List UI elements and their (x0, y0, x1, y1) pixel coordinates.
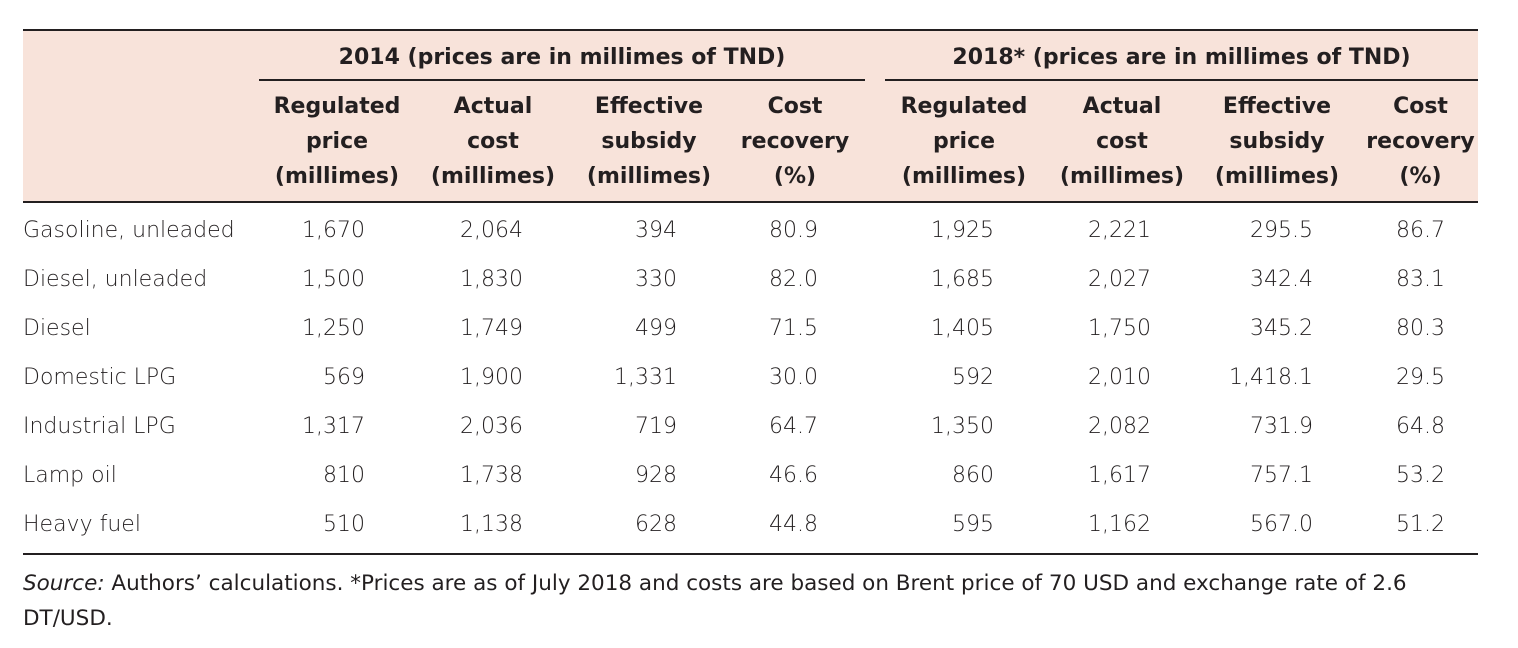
table-row: Gasoline, unleaded 1,670 2,064 394 80.9 1,925… (23, 206, 1478, 255)
table-cell: 342.4 (1250, 267, 1313, 292)
table-cell: 330 (635, 267, 677, 292)
table-cell: 1,162 (1088, 512, 1151, 537)
table-cell: 510 (323, 512, 365, 537)
table-row: Diesel, unleaded 1,500 1,830 330 82.0 1,685 2,… (23, 255, 1478, 304)
table-cell: 1,900 (460, 365, 523, 390)
table-cell: 1,749 (460, 316, 523, 341)
column-header-2018-effective-subsidy: Effective subsidy (millimes) (1214, 94, 1340, 189)
row-label: Diesel (23, 316, 91, 341)
table-cell: 1,830 (460, 267, 523, 292)
table-cell: 2,082 (1088, 414, 1151, 439)
table-cell: 757.1 (1250, 463, 1313, 488)
table-row: Diesel 1,250 1,749 499 71.5 1,405 1,750 345.2 80… (23, 304, 1478, 353)
table-cell: 2,027 (1088, 267, 1151, 292)
table-cell: 64.7 (769, 414, 818, 439)
table-cell: 2,221 (1088, 218, 1151, 243)
table-cell: 628 (635, 512, 677, 537)
table-cell: 1,331 (614, 365, 677, 390)
table-cell: 29.5 (1396, 365, 1445, 390)
column-header-2014-cost-recovery: Cost recovery (%) (740, 94, 850, 189)
row-label: Diesel, unleaded (23, 267, 208, 292)
table-cell: 2,010 (1088, 365, 1151, 390)
table-cell: 64.8 (1396, 414, 1445, 439)
source-text: Authors’ calculations. *Prices are as of… (23, 571, 1407, 631)
table-row: Lamp oil 810 1,738 928 46.6 860 1,617 757.1 53.2 (23, 451, 1478, 500)
table-cell: 295.5 (1250, 218, 1313, 243)
group-title-2018: 2018* (prices are in millimes of TND) (952, 45, 1411, 70)
table-cell: 394 (635, 218, 677, 243)
row-label: Heavy fuel (23, 512, 141, 537)
table-cell: 810 (323, 463, 365, 488)
table-cell: 719 (635, 414, 677, 439)
group-underline-2014 (259, 79, 865, 81)
table-body: Gasoline, unleaded 1,670 2,064 394 80.9 1,925… (23, 203, 1478, 555)
table-cell: 345.2 (1250, 316, 1313, 341)
table-cell: 1,138 (460, 512, 523, 537)
table-cell: 860 (952, 463, 994, 488)
table-cell: 1,418.1 (1229, 365, 1313, 390)
table-cell: 1,405 (931, 316, 994, 341)
table-cell: 569 (323, 365, 365, 390)
table-cell: 51.2 (1396, 512, 1445, 537)
table-cell: 592 (952, 365, 994, 390)
table-cell: 53.2 (1396, 463, 1445, 488)
table-cell: 80.9 (769, 218, 818, 243)
table-cell: 1,685 (931, 267, 994, 292)
table-row: Domestic LPG 569 1,900 1,331 30.0 592 2,010 1,4… (23, 353, 1478, 402)
source-note: Source: Authors’ calculations. *Prices a… (23, 566, 1423, 636)
table-cell: 1,670 (302, 218, 365, 243)
column-header-2014-effective-subsidy: Effective subsidy (millimes) (586, 94, 712, 189)
table-row: Heavy fuel 510 1,138 628 44.8 595 1,162 567.0 51… (23, 500, 1478, 549)
table-cell: 1,250 (302, 316, 365, 341)
table-cell: 1,317 (302, 414, 365, 439)
table-cell: 80.3 (1396, 316, 1445, 341)
row-label: Domestic LPG (23, 365, 177, 390)
row-label: Industrial LPG (23, 414, 176, 439)
table-cell: 30.0 (769, 365, 818, 390)
table-cell: 71.5 (769, 316, 818, 341)
table-cell: 1,750 (1088, 316, 1151, 341)
table-header: 2014 (prices are in millimes of TND) 201… (23, 29, 1478, 203)
group-title-2014: 2014 (prices are in millimes of TND) (338, 45, 786, 70)
column-header-2018-cost-recovery: Cost recovery (%) (1366, 94, 1475, 189)
table-cell: 2,036 (460, 414, 523, 439)
table-cell: 567.0 (1250, 512, 1313, 537)
column-header-2014-actual-cost: Actual cost (millimes) (430, 94, 556, 189)
table-cell: 2,064 (460, 218, 523, 243)
data-table: 2014 (prices are in millimes of TND) 201… (23, 29, 1478, 555)
table-cell: 1,925 (931, 218, 994, 243)
table-cell: 83.1 (1396, 267, 1445, 292)
source-label: Source: (23, 571, 105, 596)
table-cell: 595 (952, 512, 994, 537)
table-cell: 1,617 (1088, 463, 1151, 488)
table-cell: 82.0 (769, 267, 818, 292)
table-cell: 1,738 (460, 463, 523, 488)
table-cell: 499 (635, 316, 677, 341)
table-cell: 731.9 (1250, 414, 1313, 439)
table-cell: 928 (635, 463, 677, 488)
table-cell: 1,500 (302, 267, 365, 292)
table-row: Industrial LPG 1,317 2,036 719 64.7 1,350 2,08… (23, 402, 1478, 451)
column-header-2014-regulated-price: Regulated price (millimes) (273, 94, 401, 189)
table-cell: 1,350 (931, 414, 994, 439)
table-cell: 46.6 (769, 463, 818, 488)
table-cell: 44.8 (769, 512, 818, 537)
row-label: Lamp oil (23, 463, 117, 488)
column-header-2018-regulated-price: Regulated price (millimes) (900, 94, 1028, 189)
row-label: Gasoline, unleaded (23, 218, 235, 243)
group-underline-2018 (885, 79, 1478, 81)
column-header-2018-actual-cost: Actual cost (millimes) (1059, 94, 1185, 189)
table-cell: 86.7 (1396, 218, 1445, 243)
